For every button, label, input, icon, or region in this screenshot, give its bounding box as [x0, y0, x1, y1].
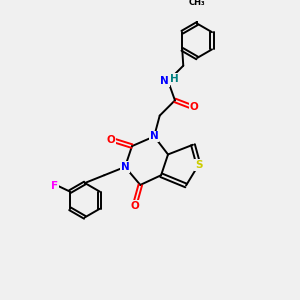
Text: N: N	[121, 162, 129, 172]
Text: S: S	[195, 160, 202, 170]
Text: N: N	[160, 76, 169, 86]
Text: N: N	[150, 131, 158, 141]
Text: O: O	[130, 201, 139, 211]
Text: F: F	[51, 181, 58, 191]
Text: O: O	[107, 135, 116, 145]
Text: H: H	[170, 74, 178, 84]
Text: CH₃: CH₃	[189, 0, 206, 7]
Text: O: O	[190, 102, 199, 112]
